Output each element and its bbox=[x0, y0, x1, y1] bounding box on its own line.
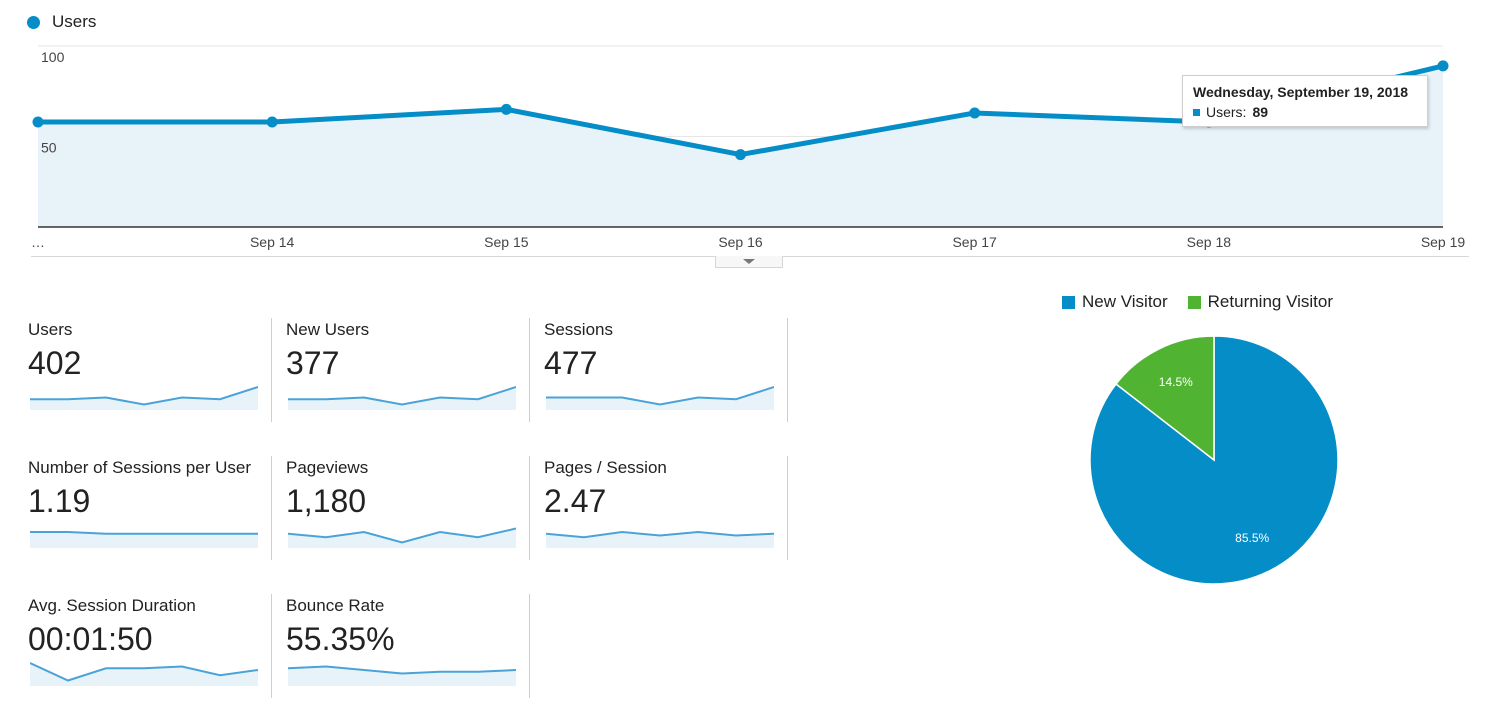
sparkline-area bbox=[288, 666, 516, 686]
metric-sparkline bbox=[288, 665, 516, 686]
x-tick-label: Sep 15 bbox=[484, 234, 529, 250]
metric-new-users[interactable]: New Users 377 bbox=[272, 318, 530, 422]
users-area bbox=[38, 65, 1443, 227]
metric-sparkline bbox=[546, 386, 774, 410]
metric-sessions-per-user[interactable]: Number of Sessions per User 1.19 bbox=[14, 456, 272, 560]
metric-label: Bounce Rate bbox=[286, 596, 385, 615]
pie-legend-swatch-new bbox=[1062, 295, 1075, 309]
metric-users[interactable]: Users 402 bbox=[14, 318, 272, 422]
metric-pageviews[interactable]: Pageviews 1,180 bbox=[272, 456, 530, 560]
pie-legend-item-returning-visitor[interactable]: Returning Visitor bbox=[1187, 292, 1334, 312]
tooltip-label: Users: bbox=[1206, 104, 1247, 120]
sparkline-area bbox=[30, 532, 258, 548]
metric-value: 402 bbox=[28, 345, 82, 381]
metric-pages-per-session[interactable]: Pages / Session 2.47 bbox=[530, 456, 788, 560]
metric-sparkline bbox=[30, 662, 258, 686]
metric-label: Users bbox=[28, 320, 73, 339]
metric-sparkline bbox=[546, 530, 774, 548]
sparkline-line bbox=[546, 386, 774, 406]
metric-value: 55.35% bbox=[286, 621, 395, 657]
sparkline-area bbox=[288, 387, 516, 410]
x-tick-label: Sep 17 bbox=[952, 234, 997, 250]
sparkline-line bbox=[546, 530, 774, 539]
x-tick-label: Sep 14 bbox=[250, 234, 295, 250]
metric-label: Number of Sessions per User bbox=[28, 458, 251, 477]
sparkline-line bbox=[30, 662, 258, 682]
metric-sparkline bbox=[288, 386, 516, 410]
users-point bbox=[266, 116, 278, 128]
chart-legend[interactable]: Users bbox=[27, 12, 96, 32]
y-tick-label: 100 bbox=[41, 49, 65, 65]
sparkline-line bbox=[288, 527, 516, 544]
pie-legend: New Visitor Returning Visitor bbox=[1062, 292, 1333, 312]
legend-label-users: Users bbox=[52, 12, 97, 31]
pie-slice bbox=[1114, 335, 1215, 462]
pie-slice-label: 14.5% bbox=[1159, 375, 1193, 389]
x-tick-label: Sep 18 bbox=[1187, 234, 1232, 250]
metric-label: New Users bbox=[286, 320, 370, 339]
sparkline-area bbox=[30, 387, 258, 410]
sparkline-line bbox=[30, 386, 258, 406]
metric-sparkline bbox=[288, 527, 516, 548]
tooltip-date: Wednesday, September 19, 2018 bbox=[1193, 84, 1409, 100]
metric-avg-session-duration[interactable]: Avg. Session Duration 00:01:50 bbox=[14, 594, 272, 698]
metric-value: 00:01:50 bbox=[28, 621, 153, 657]
metric-label: Pages / Session bbox=[544, 458, 667, 477]
tooltip-row: Users: 89 bbox=[1193, 104, 1417, 120]
users-point bbox=[735, 149, 746, 161]
users-point bbox=[32, 116, 44, 128]
chart-tooltip: Wednesday, September 19, 2018 Users: 89 bbox=[1182, 75, 1428, 127]
chevron-down-icon bbox=[743, 259, 755, 264]
metric-value: 1.19 bbox=[28, 483, 91, 519]
sparkline-area bbox=[546, 532, 774, 548]
users-point bbox=[969, 107, 981, 119]
metric-label: Sessions bbox=[544, 320, 613, 339]
users-point bbox=[500, 103, 512, 115]
metric-sparkline bbox=[30, 386, 258, 410]
metric-sessions[interactable]: Sessions 477 bbox=[530, 318, 788, 422]
sparkline-line bbox=[288, 386, 516, 406]
pie-legend-label-new: New Visitor bbox=[1082, 292, 1168, 311]
metric-bounce-rate[interactable]: Bounce Rate 55.35% bbox=[272, 594, 530, 698]
x-tick-label: Sep 16 bbox=[718, 234, 763, 250]
users-line-chart[interactable]: 100 50 … Sep 14 Sep 15 Sep 16 Sep 17 Sep 18 Sep … bbox=[0, 30, 1500, 270]
x-tick-label: Sep 19 bbox=[1421, 234, 1466, 250]
tooltip-swatch bbox=[1193, 108, 1200, 116]
x-tick-label: … bbox=[31, 234, 45, 250]
visitor-pie-chart[interactable]: 85.5% 14.5% bbox=[1080, 326, 1348, 594]
sparkline-area bbox=[30, 663, 258, 686]
tooltip-value: 89 bbox=[1252, 104, 1269, 120]
metric-sparkline bbox=[30, 531, 258, 548]
metric-value: 377 bbox=[286, 345, 340, 381]
pie-legend-item-new-visitor[interactable]: New Visitor bbox=[1062, 292, 1168, 312]
pie-slice-label: 85.5% bbox=[1235, 531, 1269, 545]
users-point bbox=[1437, 60, 1449, 72]
sparkline-area bbox=[288, 528, 516, 548]
collapse-chart-button[interactable] bbox=[715, 256, 783, 268]
sparkline-area bbox=[546, 387, 774, 410]
metric-value: 2.47 bbox=[544, 483, 607, 519]
y-tick-label: 50 bbox=[41, 140, 57, 156]
pie-legend-swatch-returning bbox=[1187, 295, 1201, 309]
metric-value: 477 bbox=[544, 345, 598, 381]
metric-label: Pageviews bbox=[286, 458, 369, 477]
metric-label: Avg. Session Duration bbox=[28, 596, 196, 615]
metric-value: 1,180 bbox=[286, 483, 367, 519]
sparkline-line bbox=[288, 665, 516, 675]
legend-dot-users bbox=[27, 15, 40, 29]
pie-legend-label-returning: Returning Visitor bbox=[1207, 292, 1334, 311]
sparkline-line bbox=[30, 531, 258, 535]
